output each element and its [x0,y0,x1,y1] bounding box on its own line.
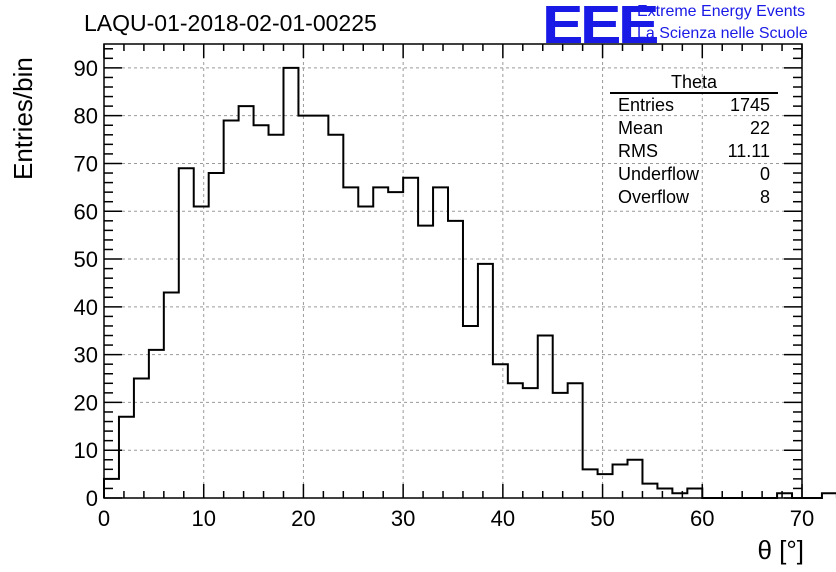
y-tick-label: 40 [74,295,98,320]
x-tick-label: 60 [690,506,714,531]
page-title: LAQU-01-2018-02-01-00225 [84,10,377,36]
histogram-step-line [103,66,836,499]
x-tick-label: 50 [590,506,614,531]
stats-box: Theta Entries 1745 Mean 22 RMS 11.11 Underf… [610,72,778,209]
stats-row: Entries 1745 [610,94,778,117]
stats-label: RMS [618,141,658,161]
stats-row: Overflow 8 [610,186,778,209]
stats-value: 11.11 [727,141,770,161]
stats-value: 0 [759,164,770,184]
stats-label: Mean [618,118,664,138]
stats-row: Mean 22 [610,117,778,140]
plot-frame [103,43,803,499]
y-tick-label: 60 [74,199,98,224]
logo-line-2: La Scienza nelle Scuole [637,25,808,42]
x-tick-label: 40 [491,506,515,531]
y-tick-label: 20 [74,390,98,415]
y-tick-label: 50 [74,247,98,272]
stats-label: Underflow [618,164,700,184]
eee-logo: EEE [542,0,659,55]
y-tick-label: 30 [74,343,98,368]
y-tick-label: 80 [74,104,98,129]
x-tick-label: 70 [790,506,814,531]
logo-line-1: Extreme Energy Events [637,3,806,20]
grid-lines [104,44,802,498]
x-tick-label: 30 [391,506,415,531]
axis-ticks [103,44,803,499]
y-tick-label: 0 [86,486,98,511]
x-tick-label: 10 [191,506,215,531]
stats-value: 8 [759,187,770,207]
x-tick-label: 0 [98,506,110,531]
stats-title: Theta [610,72,778,94]
x-axis-label: θ [°] [757,535,804,565]
y-tick-label: 10 [74,438,98,463]
x-tick-label: 20 [291,506,315,531]
y-tick-label: 70 [74,151,98,176]
stats-label: Overflow [618,187,690,207]
stats-row: Underflow 0 [610,163,778,186]
stats-value: 22 [749,118,770,138]
stats-row: RMS 11.11 [610,140,778,163]
stats-value: 1745 [729,95,770,115]
y-tick-label: 90 [74,56,98,81]
stats-label: Entries [618,95,675,115]
y-axis-label: Entries/bin [8,57,38,180]
